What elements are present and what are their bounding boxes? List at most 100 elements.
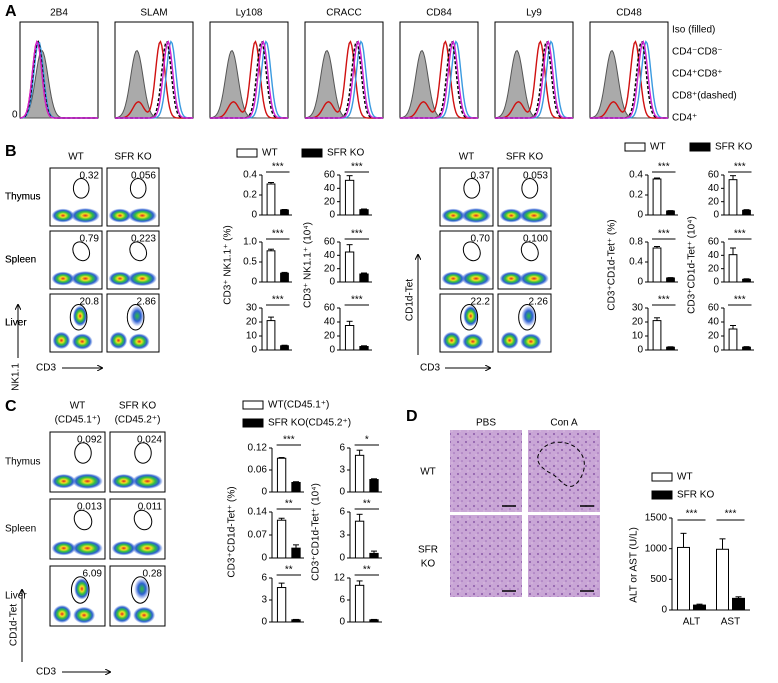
density <box>72 305 88 327</box>
y-tick-label: 0 <box>637 277 643 288</box>
bar <box>677 546 690 611</box>
legend-swatch <box>236 148 258 158</box>
population-histogram <box>210 40 288 119</box>
legend-entry: SFR KO <box>677 490 714 501</box>
y-tick-label: 12 <box>334 573 346 584</box>
gate-percent: 0.013 <box>77 502 102 513</box>
y-tick-label: 0.5 <box>243 257 257 268</box>
row-label: Thymus <box>5 192 41 203</box>
y-tick-label: 40 <box>324 250 336 261</box>
significance: ** <box>363 499 371 510</box>
y-tick-label: 3 <box>261 595 267 606</box>
column-header: (CD45.1⁺) <box>55 415 101 426</box>
gate <box>134 442 152 464</box>
y-tick-label: 0 <box>12 110 18 121</box>
density <box>129 305 145 327</box>
significance: *** <box>686 509 698 520</box>
gate <box>73 509 93 531</box>
legend-entry: SFR KO <box>715 142 752 153</box>
column-header: (CD45.2⁺) <box>115 415 161 426</box>
row-label: Spleen <box>5 255 36 266</box>
legend-swatch <box>301 148 323 158</box>
row-label: Liver <box>5 591 27 602</box>
bar <box>280 272 289 283</box>
density <box>519 208 549 224</box>
legend-swatch <box>624 142 646 152</box>
significance: *** <box>658 162 670 173</box>
y-tick-label: 0.4 <box>629 170 643 181</box>
axis-label: CD3⁺CD1d-Tet⁺ (10⁴) <box>687 216 698 314</box>
y-tick-label: 0 <box>713 345 719 356</box>
significance: *** <box>351 295 363 306</box>
gate-percent: 0.70 <box>471 234 491 245</box>
row-label: Thymus <box>5 192 41 203</box>
axis-label: ALT or AST (U/L) <box>629 527 640 603</box>
y-tick-label: 0 <box>329 277 335 288</box>
y-tick-label: 1500 <box>645 513 668 524</box>
gate <box>518 303 537 331</box>
gate-percent: 6.09 <box>83 569 103 580</box>
legend-entry: WT <box>650 142 666 153</box>
histology-image <box>450 515 522 597</box>
bar <box>280 345 289 351</box>
population-histogram <box>400 40 478 119</box>
gate-percent: 0.053 <box>523 171 548 182</box>
significance: *** <box>272 229 284 240</box>
y-tick-label: 0 <box>637 210 643 221</box>
bar <box>291 481 301 493</box>
panel-label: C <box>5 398 17 415</box>
y-tick-label: 20 <box>324 331 336 342</box>
population-histogram <box>19 40 98 119</box>
column-header: WT <box>459 152 475 163</box>
legend-entry: WT(CD45.1⁺) <box>268 400 329 411</box>
population-histogram <box>210 40 288 119</box>
y-tick-label: 20 <box>632 317 644 328</box>
gate <box>463 177 481 199</box>
y-tick-label: 60 <box>708 303 720 314</box>
gate-percent: 0.223 <box>131 234 156 245</box>
y-tick-label: 20 <box>324 196 336 207</box>
bar <box>728 328 738 351</box>
y-tick-label: 0 <box>339 553 345 564</box>
marker-title: Ly9 <box>526 8 542 19</box>
panel-label: B <box>5 143 17 160</box>
bar <box>716 548 729 611</box>
y-tick-label: 0 <box>329 345 335 356</box>
bar <box>266 183 276 216</box>
density <box>73 606 96 624</box>
density <box>461 271 491 287</box>
flow-axes <box>18 255 490 672</box>
density <box>70 271 100 287</box>
y-tick-label: 0.2 <box>243 190 257 201</box>
density <box>461 208 491 224</box>
y-tick-label: 60 <box>708 237 720 248</box>
y-tick-label: 0 <box>261 617 267 628</box>
bar <box>280 209 289 216</box>
density <box>112 605 132 623</box>
y-tick-label: 0 <box>329 210 335 221</box>
bar <box>369 552 379 559</box>
significance: ** <box>363 565 371 576</box>
legend-entry: CD4⁻CD8⁻ <box>672 47 723 58</box>
axis-label: CD3⁺ NK1.1⁺ (%) <box>223 225 234 304</box>
bar <box>652 320 662 351</box>
y-tick-label: 0.2 <box>629 190 643 201</box>
legend-entry: Iso (filled) <box>672 25 715 36</box>
column-header: SFR KO <box>119 401 156 412</box>
y-tick-label: 0.8 <box>629 237 643 248</box>
density <box>127 208 157 224</box>
density <box>128 333 150 350</box>
marker-title: Ly108 <box>236 8 263 19</box>
density <box>108 208 132 223</box>
bar <box>728 179 738 216</box>
gate <box>521 177 539 199</box>
population-histogram <box>495 40 573 119</box>
significance: *** <box>734 295 746 306</box>
gate-percent: 0.011 <box>138 502 163 513</box>
y-tick-label: 20 <box>246 317 258 328</box>
y-tick-label: 40 <box>324 183 336 194</box>
y-tick-label: 0.4 <box>629 257 643 268</box>
density <box>70 208 100 224</box>
gate <box>520 241 539 262</box>
